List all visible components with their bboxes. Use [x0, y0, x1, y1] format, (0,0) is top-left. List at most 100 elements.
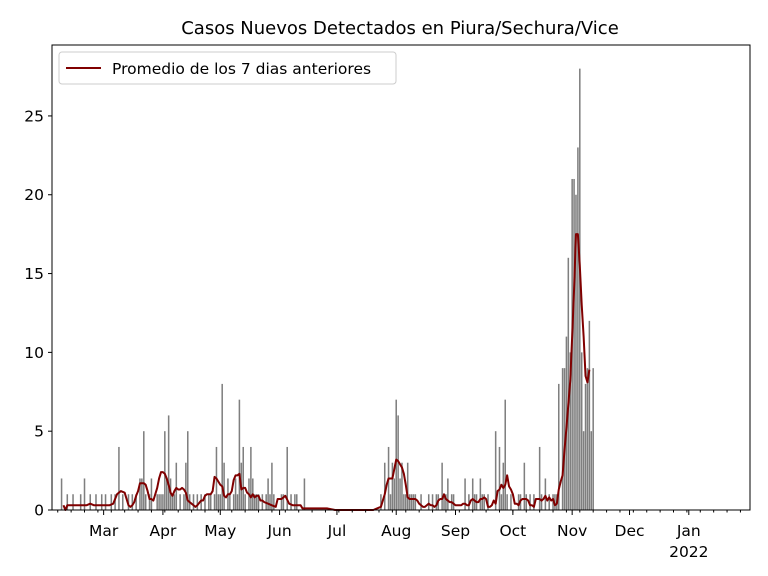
bar: [582, 431, 585, 510]
y-tick-label: 5: [34, 423, 44, 441]
bar: [561, 368, 564, 510]
bar: [427, 494, 430, 510]
bar: [435, 494, 438, 510]
bar: [395, 399, 397, 510]
bar: [282, 494, 285, 510]
y-tick-label: 15: [24, 265, 44, 283]
bar: [471, 478, 474, 510]
bar: [380, 494, 382, 510]
bar: [234, 478, 237, 510]
bar: [584, 383, 587, 510]
bar: [156, 494, 158, 510]
y-tick-label: 25: [24, 107, 44, 125]
bar: [269, 494, 271, 510]
bar: [223, 462, 225, 510]
bar-series: [60, 68, 594, 511]
bar: [481, 494, 484, 510]
bar: [89, 494, 92, 510]
bar: [164, 431, 166, 510]
y-tick-label: 0: [34, 502, 44, 520]
bar: [104, 494, 107, 510]
bar: [452, 494, 455, 510]
bar: [443, 494, 445, 510]
bar: [468, 494, 470, 510]
bar: [160, 494, 162, 510]
bar: [544, 478, 547, 510]
x-tick-sublabel: 2022: [669, 543, 708, 561]
bar: [185, 462, 187, 510]
bar: [290, 494, 292, 510]
bar: [150, 478, 153, 510]
bar: [141, 478, 143, 510]
bar: [131, 494, 134, 510]
bar: [280, 494, 283, 510]
y-axis: 0 5 10 15 20 25: [24, 107, 52, 520]
legend-label: Promedio de los 7 dias anteriores: [112, 60, 371, 78]
bar: [504, 399, 506, 510]
bar: [219, 494, 222, 510]
bar: [447, 478, 449, 510]
bar: [79, 494, 82, 510]
x-tick-label: Oct: [499, 522, 526, 540]
bar: [204, 494, 206, 510]
x-tick-label: Jan: [676, 522, 701, 540]
bar: [414, 494, 417, 510]
bar: [391, 462, 394, 510]
bar: [420, 494, 422, 510]
bar: [162, 494, 164, 510]
bar: [401, 462, 403, 510]
y-tick-label: 20: [24, 186, 44, 204]
bar: [393, 478, 396, 510]
bar: [399, 478, 401, 510]
y-tick-label: 10: [24, 344, 44, 362]
bar: [158, 494, 160, 510]
bar: [217, 494, 220, 510]
bar: [517, 494, 520, 510]
bar: [175, 462, 178, 510]
bar: [487, 494, 489, 510]
bar: [483, 494, 485, 510]
bar: [410, 494, 413, 510]
bar: [165, 478, 168, 510]
bar: [213, 494, 216, 510]
bar: [479, 478, 482, 510]
legend: Promedio de los 7 dias anteriores: [58, 51, 397, 85]
bar: [187, 431, 189, 510]
average-line: [62, 233, 591, 511]
average-line-series: [62, 233, 591, 511]
bar: [403, 494, 405, 510]
bar: [498, 446, 501, 510]
bar: [183, 494, 185, 510]
bar: [592, 368, 594, 510]
bar: [60, 478, 63, 510]
x-tick-label: Jun: [266, 522, 291, 540]
bar: [586, 368, 589, 510]
bar: [257, 494, 260, 510]
bar: [238, 399, 241, 510]
bar: [121, 494, 124, 510]
bar: [271, 462, 273, 510]
bar: [510, 494, 512, 510]
bar: [464, 478, 466, 510]
bar: [118, 446, 120, 510]
bar: [244, 494, 246, 510]
bar: [209, 494, 212, 510]
bar: [208, 494, 210, 510]
bar: [529, 494, 531, 510]
bar: [538, 446, 541, 510]
bar: [95, 494, 97, 510]
bar: [114, 494, 116, 510]
bar: [525, 494, 528, 510]
bar: [196, 494, 199, 510]
bar: [179, 494, 181, 510]
bar: [383, 462, 386, 510]
bar: [135, 494, 137, 510]
bar: [296, 494, 298, 510]
bar: [253, 494, 256, 510]
bar: [72, 494, 74, 510]
legend-box: [58, 51, 397, 85]
bar: [255, 494, 258, 510]
bar: [236, 494, 239, 510]
bar: [242, 446, 244, 510]
bar: [445, 494, 447, 510]
